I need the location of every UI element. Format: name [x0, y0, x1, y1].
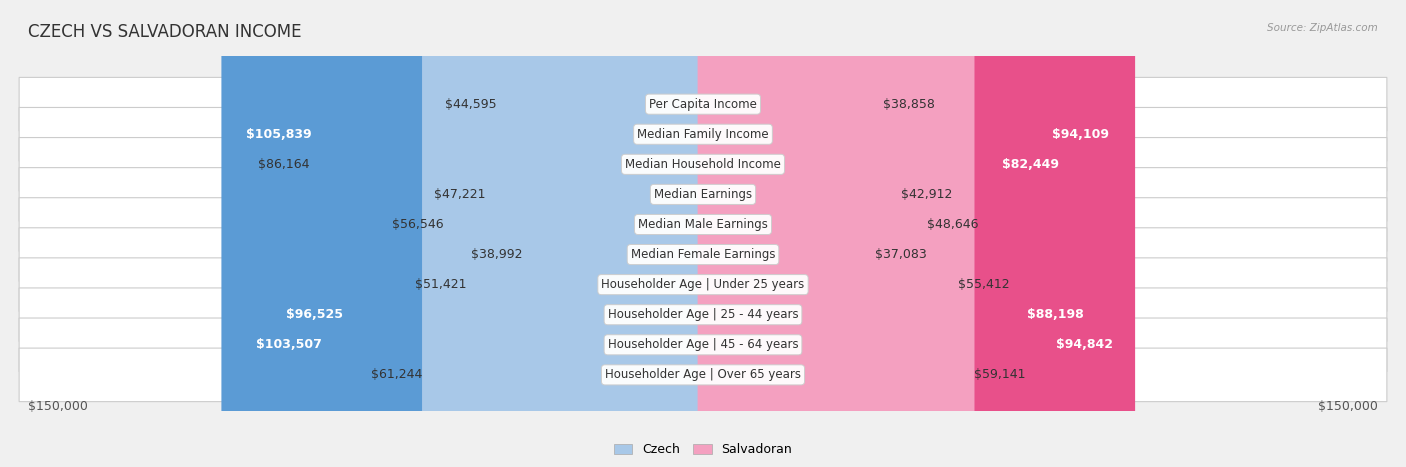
FancyBboxPatch shape	[697, 0, 1135, 467]
Text: Median Female Earnings: Median Female Earnings	[631, 248, 775, 261]
FancyBboxPatch shape	[697, 0, 928, 467]
FancyBboxPatch shape	[496, 0, 709, 467]
Text: $44,595: $44,595	[446, 98, 496, 111]
FancyBboxPatch shape	[422, 0, 709, 467]
Text: Householder Age | 45 - 64 years: Householder Age | 45 - 64 years	[607, 338, 799, 351]
Text: $51,421: $51,421	[415, 278, 467, 291]
FancyBboxPatch shape	[697, 0, 1080, 467]
Text: $150,000: $150,000	[28, 400, 89, 413]
FancyBboxPatch shape	[697, 0, 883, 467]
Text: $59,141: $59,141	[974, 368, 1026, 382]
Text: Householder Age | Under 25 years: Householder Age | Under 25 years	[602, 278, 804, 291]
Text: $86,164: $86,164	[259, 158, 309, 171]
Text: Median Male Earnings: Median Male Earnings	[638, 218, 768, 231]
Text: $38,858: $38,858	[883, 98, 935, 111]
FancyBboxPatch shape	[20, 78, 1386, 131]
FancyBboxPatch shape	[20, 288, 1386, 341]
FancyBboxPatch shape	[443, 0, 709, 467]
FancyBboxPatch shape	[20, 258, 1386, 311]
FancyBboxPatch shape	[697, 0, 1132, 467]
FancyBboxPatch shape	[309, 0, 709, 467]
Text: $47,221: $47,221	[433, 188, 485, 201]
Text: Householder Age | Over 65 years: Householder Age | Over 65 years	[605, 368, 801, 382]
Text: Per Capita Income: Per Capita Income	[650, 98, 756, 111]
Text: $56,546: $56,546	[391, 218, 443, 231]
Text: $94,842: $94,842	[1056, 338, 1112, 351]
FancyBboxPatch shape	[221, 0, 709, 467]
FancyBboxPatch shape	[697, 0, 974, 467]
Text: $150,000: $150,000	[1317, 400, 1378, 413]
Text: Median Family Income: Median Family Income	[637, 128, 769, 141]
FancyBboxPatch shape	[20, 318, 1386, 372]
FancyBboxPatch shape	[467, 0, 709, 467]
FancyBboxPatch shape	[20, 198, 1386, 251]
Text: $94,109: $94,109	[1053, 128, 1109, 141]
Text: $37,083: $37,083	[876, 248, 927, 261]
Text: $55,412: $55,412	[957, 278, 1010, 291]
FancyBboxPatch shape	[20, 348, 1386, 402]
FancyBboxPatch shape	[20, 228, 1386, 281]
Text: CZECH VS SALVADORAN INCOME: CZECH VS SALVADORAN INCOME	[28, 23, 302, 42]
Text: $61,244: $61,244	[371, 368, 422, 382]
Text: $38,992: $38,992	[471, 248, 522, 261]
Text: $42,912: $42,912	[901, 188, 953, 201]
Text: $88,198: $88,198	[1028, 308, 1084, 321]
Text: Median Household Income: Median Household Income	[626, 158, 780, 171]
FancyBboxPatch shape	[522, 0, 709, 467]
FancyBboxPatch shape	[485, 0, 709, 467]
FancyBboxPatch shape	[697, 0, 901, 467]
FancyBboxPatch shape	[263, 0, 709, 467]
Text: $96,525: $96,525	[285, 308, 343, 321]
FancyBboxPatch shape	[697, 0, 957, 467]
FancyBboxPatch shape	[232, 0, 709, 467]
FancyBboxPatch shape	[697, 0, 876, 467]
FancyBboxPatch shape	[20, 168, 1386, 221]
Text: Householder Age | 25 - 44 years: Householder Age | 25 - 44 years	[607, 308, 799, 321]
Text: $48,646: $48,646	[928, 218, 979, 231]
FancyBboxPatch shape	[20, 138, 1386, 191]
Text: $82,449: $82,449	[1002, 158, 1059, 171]
Legend: Czech, Salvadoran: Czech, Salvadoran	[609, 439, 797, 461]
Text: Median Earnings: Median Earnings	[654, 188, 752, 201]
FancyBboxPatch shape	[20, 107, 1386, 161]
Text: $103,507: $103,507	[256, 338, 322, 351]
Text: $105,839: $105,839	[246, 128, 312, 141]
FancyBboxPatch shape	[697, 0, 1105, 467]
Text: Source: ZipAtlas.com: Source: ZipAtlas.com	[1267, 23, 1378, 33]
